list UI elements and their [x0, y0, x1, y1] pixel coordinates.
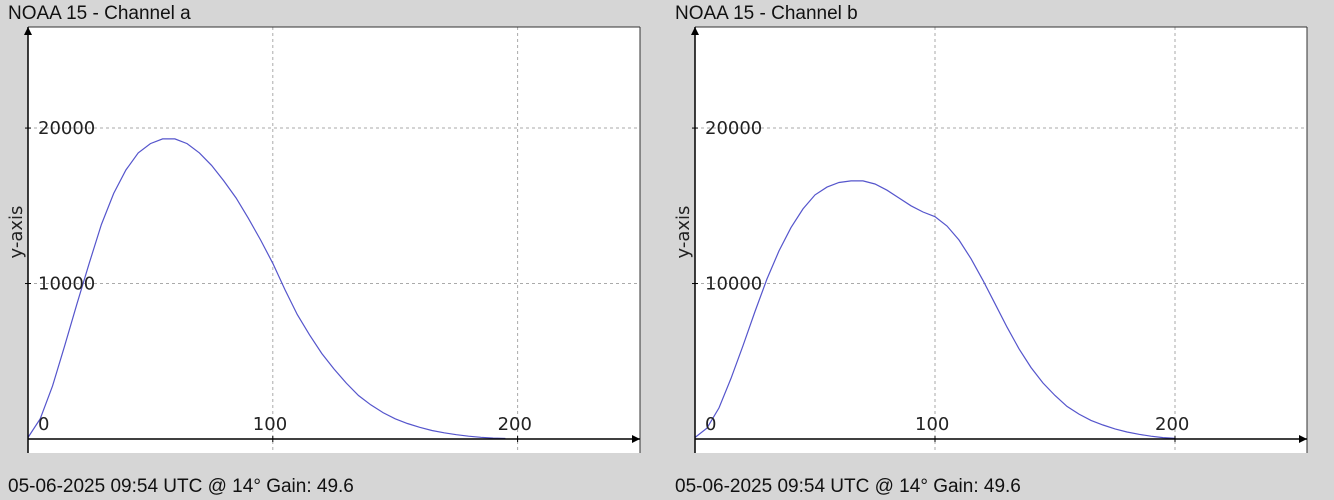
x-axis-arrow — [1299, 435, 1307, 444]
plot-background — [28, 27, 640, 453]
chart-plot: 0 100 200 10000 20000 y-axis — [6, 26, 641, 453]
x-tick-label: 100 — [915, 414, 949, 435]
y-tick-label: 20000 — [705, 118, 762, 139]
y-tick-label: 10000 — [38, 274, 95, 295]
x-tick-label: 100 — [253, 414, 287, 435]
y-axis-label: y-axis — [673, 206, 694, 259]
y-axis-arrow — [24, 27, 32, 35]
series-line — [694, 180, 1176, 439]
chart-panel-channel-b: NOAA 15 - Channel b 0 100 200 10000 20000 y-a… — [667, 0, 1334, 500]
x-tick-label: 200 — [1155, 414, 1189, 435]
plot-background — [695, 27, 1307, 453]
y-tick-label: 20000 — [38, 118, 95, 139]
y-axis-label: y-axis — [6, 206, 27, 259]
y-tick-label: 10000 — [705, 274, 762, 295]
chart-title: NOAA 15 - Channel b — [675, 3, 858, 24]
status-footer: 05-06-2025 09:54 UTC @ 14° Gain: 49.6 — [8, 476, 354, 497]
x-tick-label: 200 — [498, 414, 532, 435]
y-axis-arrow — [691, 27, 699, 35]
chart-title: NOAA 15 - Channel a — [8, 3, 191, 24]
x-axis-arrow — [632, 435, 640, 444]
status-footer: 05-06-2025 09:54 UTC @ 14° Gain: 49.6 — [675, 476, 1021, 497]
chart-panel-channel-a: NOAA 15 - Channel a 0 100 200 10000 20000 y-a… — [6, 3, 641, 497]
series-line — [27, 138, 506, 440]
chart-plot: 0 100 200 10000 20000 y-axis — [673, 26, 1308, 453]
x-tick-label: 0 — [38, 414, 49, 435]
x-tick-label: 0 — [705, 414, 716, 435]
